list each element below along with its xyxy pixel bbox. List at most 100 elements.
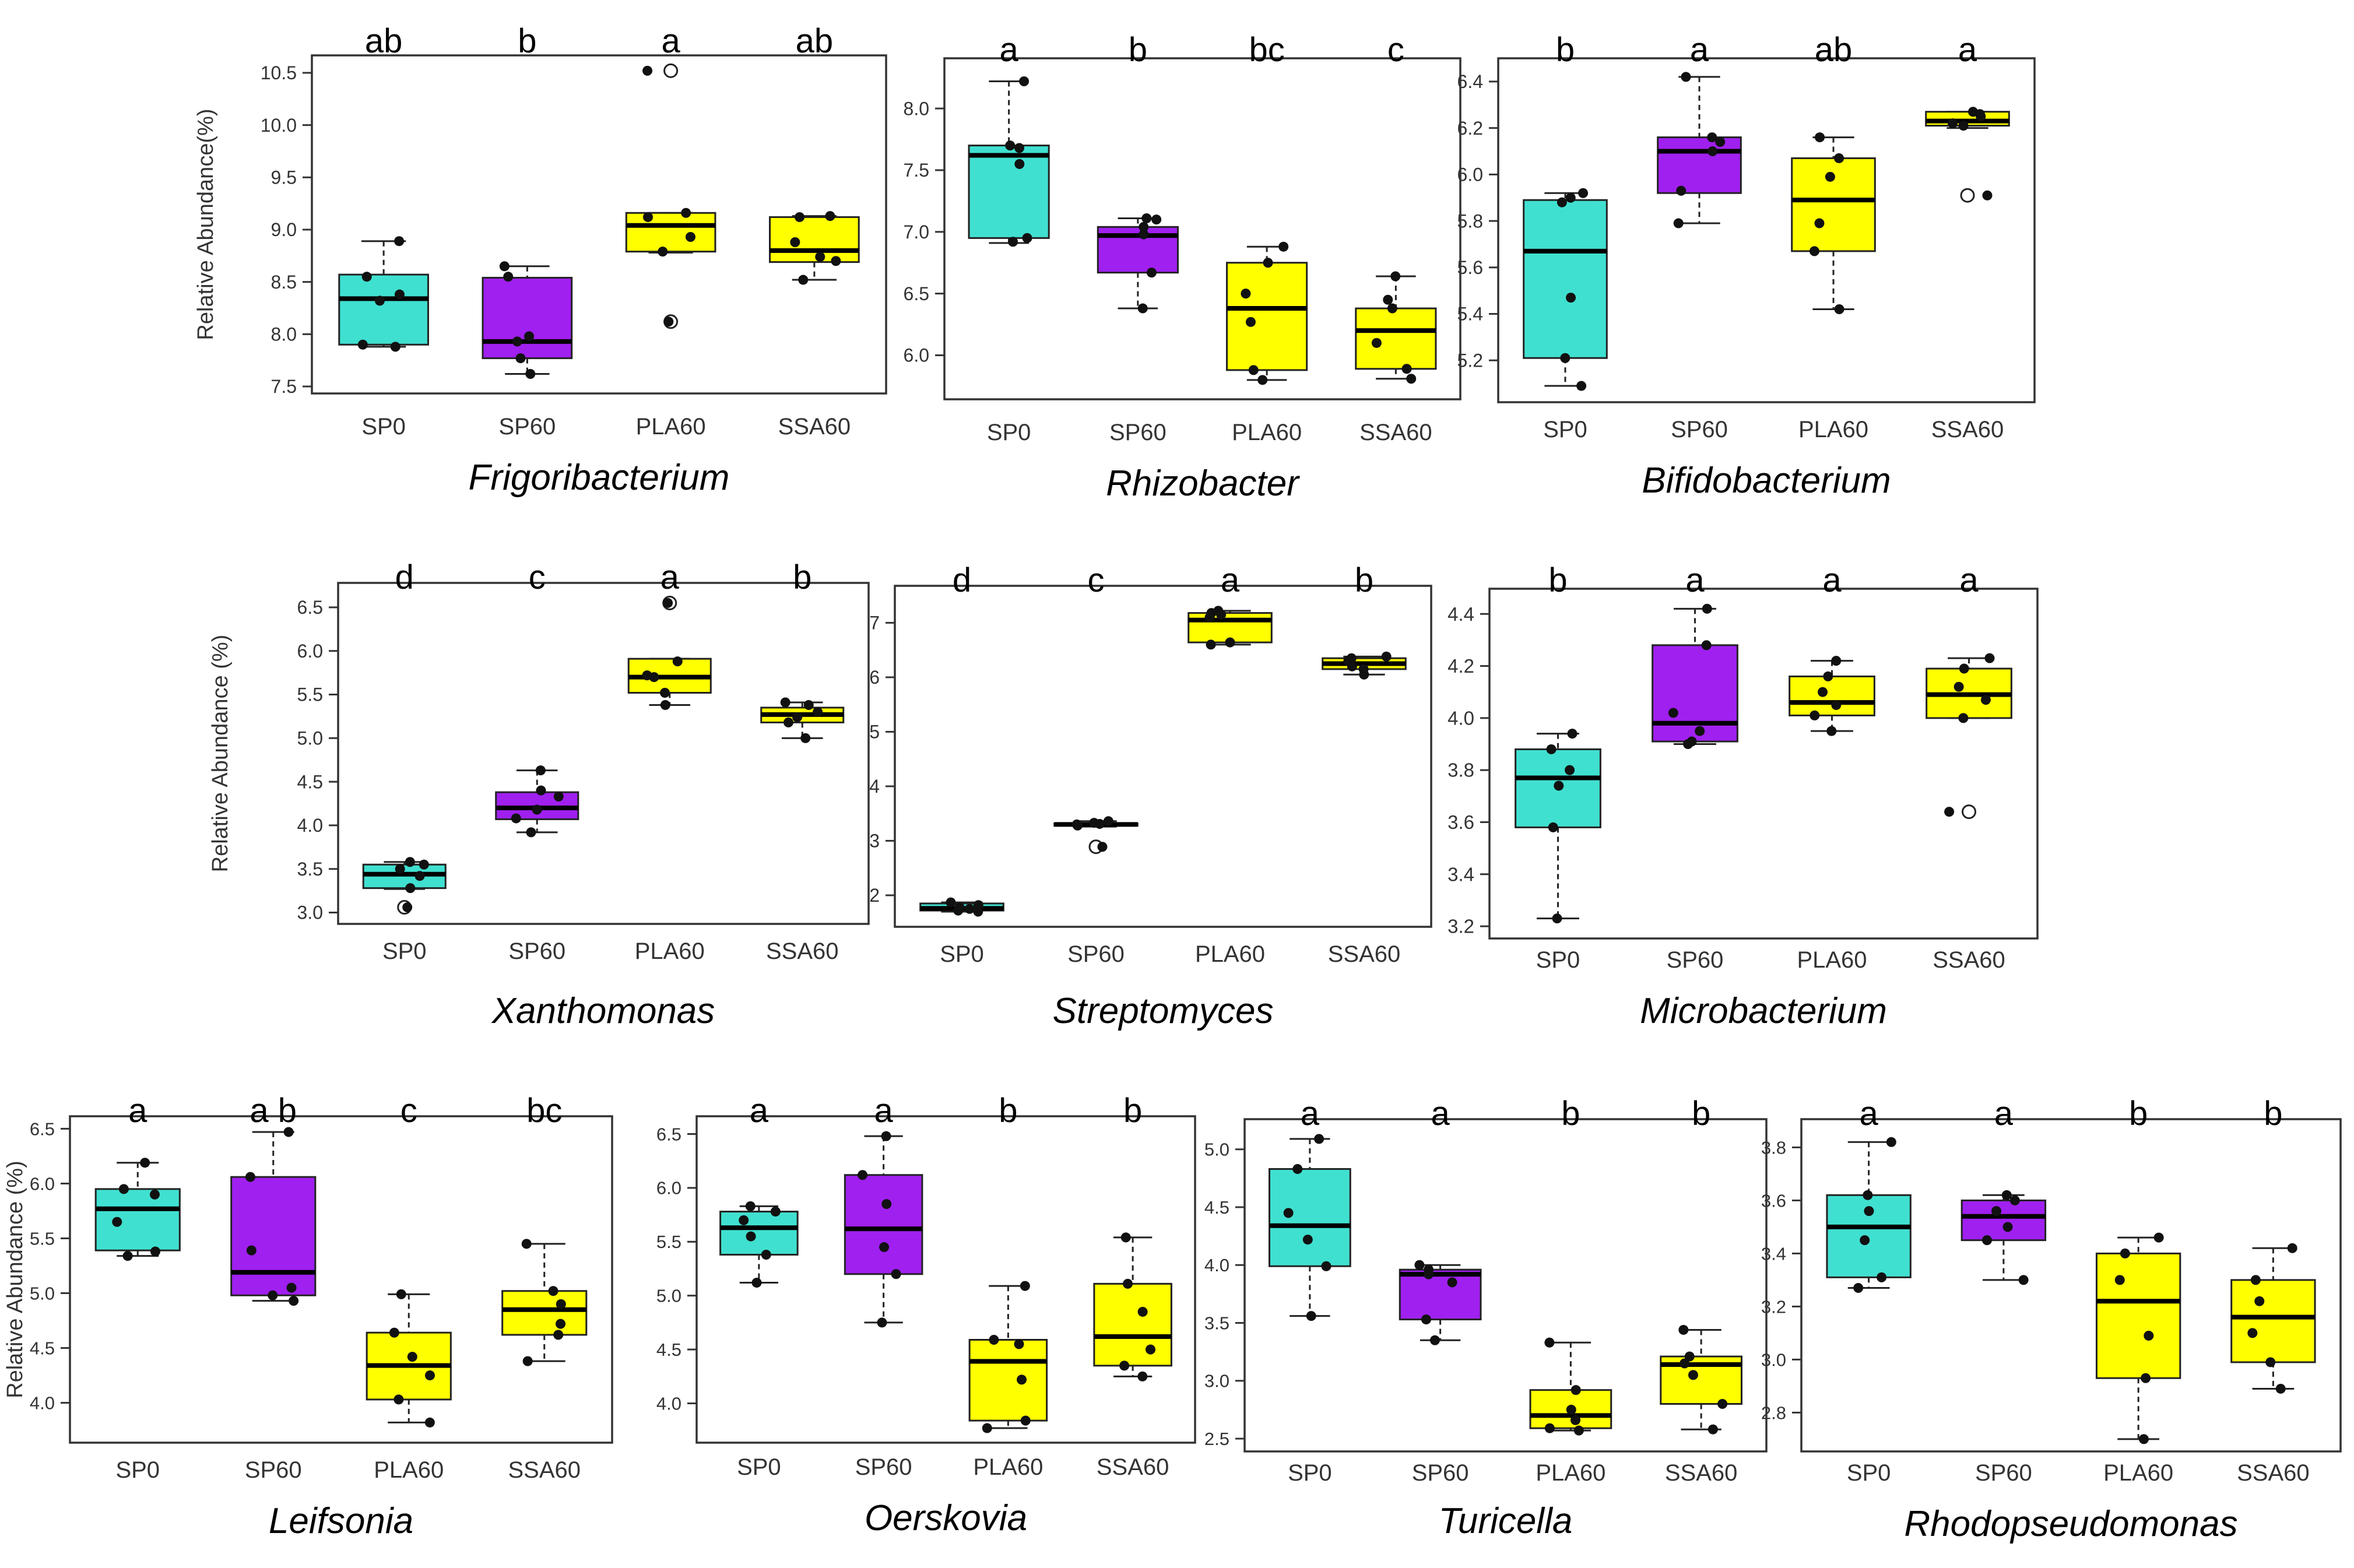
box-sp0 [1515,729,1601,924]
significance-letter: b [1556,31,1575,69]
x-tick-label: SP60 [1671,417,1728,442]
x-tick-label: PLA60 [1195,941,1265,967]
y-tick-label: 6.5 [297,597,323,618]
data-point [658,247,668,257]
significance-letter: a [874,1092,893,1130]
data-point [2002,1222,2013,1232]
data-point [1860,1235,1870,1246]
data-point [526,827,536,838]
box-ssa60 [1322,651,1407,680]
data-point [1565,765,1575,775]
box-pla60 [627,595,712,710]
y-tick-label: 8.5 [271,272,297,293]
x-tick-label: SP60 [508,938,565,964]
x-tick-label: SP0 [1847,1460,1891,1486]
y-tick-label: 4.4 [1447,603,1474,625]
data-point [414,871,425,881]
data-point [2254,1296,2265,1306]
plot-frame [337,582,870,925]
iqr-box [482,276,573,360]
data-point [800,733,811,743]
data-point [532,804,542,815]
data-point [140,1158,150,1168]
data-point [1810,710,1820,720]
y-tick-label: 4.0 [297,815,323,836]
data-point [2287,1243,2297,1253]
data-point [1678,1324,1689,1335]
data-point [891,1269,901,1279]
data-point [1702,603,1712,614]
data-point [1809,246,1819,256]
data-point [1358,664,1369,674]
y-tick-label: 3.6 [1761,1190,1786,1211]
data-point [659,688,670,698]
y-tick-label: 6.0 [30,1173,55,1194]
plot-frame [1497,57,2036,403]
data-point [1578,188,1589,198]
y-tick-label: 7.0 [904,222,929,242]
significance-letter: a [661,22,680,60]
y-tick-label: 3.5 [297,859,323,880]
data-point [395,864,405,874]
iqr-box [1355,307,1437,370]
y-tick-label: 6.4 [1457,71,1483,92]
iqr-box [1269,1168,1351,1267]
data-point [394,289,405,300]
significance-letter: a [660,558,680,596]
chart-title: Rhodopseudomonas [1904,1504,2237,1544]
y-tick-label: 10.5 [261,62,297,83]
y-tick-label: 8.0 [271,324,297,345]
box-sp60 [495,765,579,838]
data-point [556,1319,566,1329]
y-tick-label: 3.4 [1447,863,1474,885]
data-point [1346,653,1357,663]
y-tick-label: 5.5 [297,684,323,705]
data-point [1014,159,1025,169]
box-pla60 [1791,132,1876,315]
y-axis-label: Relative Abundance (%) [3,1161,27,1398]
chart-title: Microbacterium [1640,991,1887,1031]
y-tick-label: 5.0 [30,1283,55,1303]
data-point [2018,1275,2029,1285]
data-point [1383,294,1393,305]
data-point [2250,1275,2261,1285]
data-point [2009,1195,2020,1205]
box-ssa60 [1355,271,1437,384]
data-point [419,859,429,870]
data-point [2144,1330,2154,1341]
data-point [1014,1339,1024,1349]
data-point [1103,816,1113,827]
data-point [1248,365,1259,375]
significance-letter: b [1355,561,1373,599]
data-point [1863,1190,1873,1200]
data-point [1141,213,1152,224]
data-point [389,1327,399,1338]
x-tick-label: PLA60 [973,1454,1043,1480]
data-point [1123,1278,1133,1289]
data-point [393,1394,404,1405]
y-tick-label: 5.0 [656,1286,681,1306]
chart-panel-rhizobacter: 6.0 6.5 7.0 7.5 8.0 SP0 SP60 PLA60 SSA60 a b bc c Rhi… [904,31,1461,504]
x-tick-label: SP0 [737,1454,781,1480]
box-ssa60 [769,211,860,285]
data-point [1980,695,1991,705]
data-point [685,232,695,242]
x-tick-label: PLA60 [374,1457,444,1483]
chart-panel-frigoribacterium: 7.5 8.0 8.5 9.0 9.5 10.0 10.5 SP0 SP60 PLA60 SSA60… [194,22,887,498]
data-point [535,765,546,776]
data-point [1390,271,1401,282]
data-point [1548,822,1558,832]
data-point [1225,637,1235,648]
data-point [553,792,564,802]
chart-title: Streptomyces [1052,991,1273,1031]
y-tick-label: 4.0 [1447,707,1474,729]
data-point [1673,218,1684,228]
box-ssa60 [2230,1243,2316,1394]
data-point [511,813,521,824]
y-tick-label: 7.5 [904,160,929,181]
data-point [1022,233,1032,243]
x-tick-label: SP0 [361,414,406,440]
significance-letter: c [529,558,546,596]
y-tick-label: 4.5 [656,1340,681,1360]
box-sp0 [1523,188,1608,391]
